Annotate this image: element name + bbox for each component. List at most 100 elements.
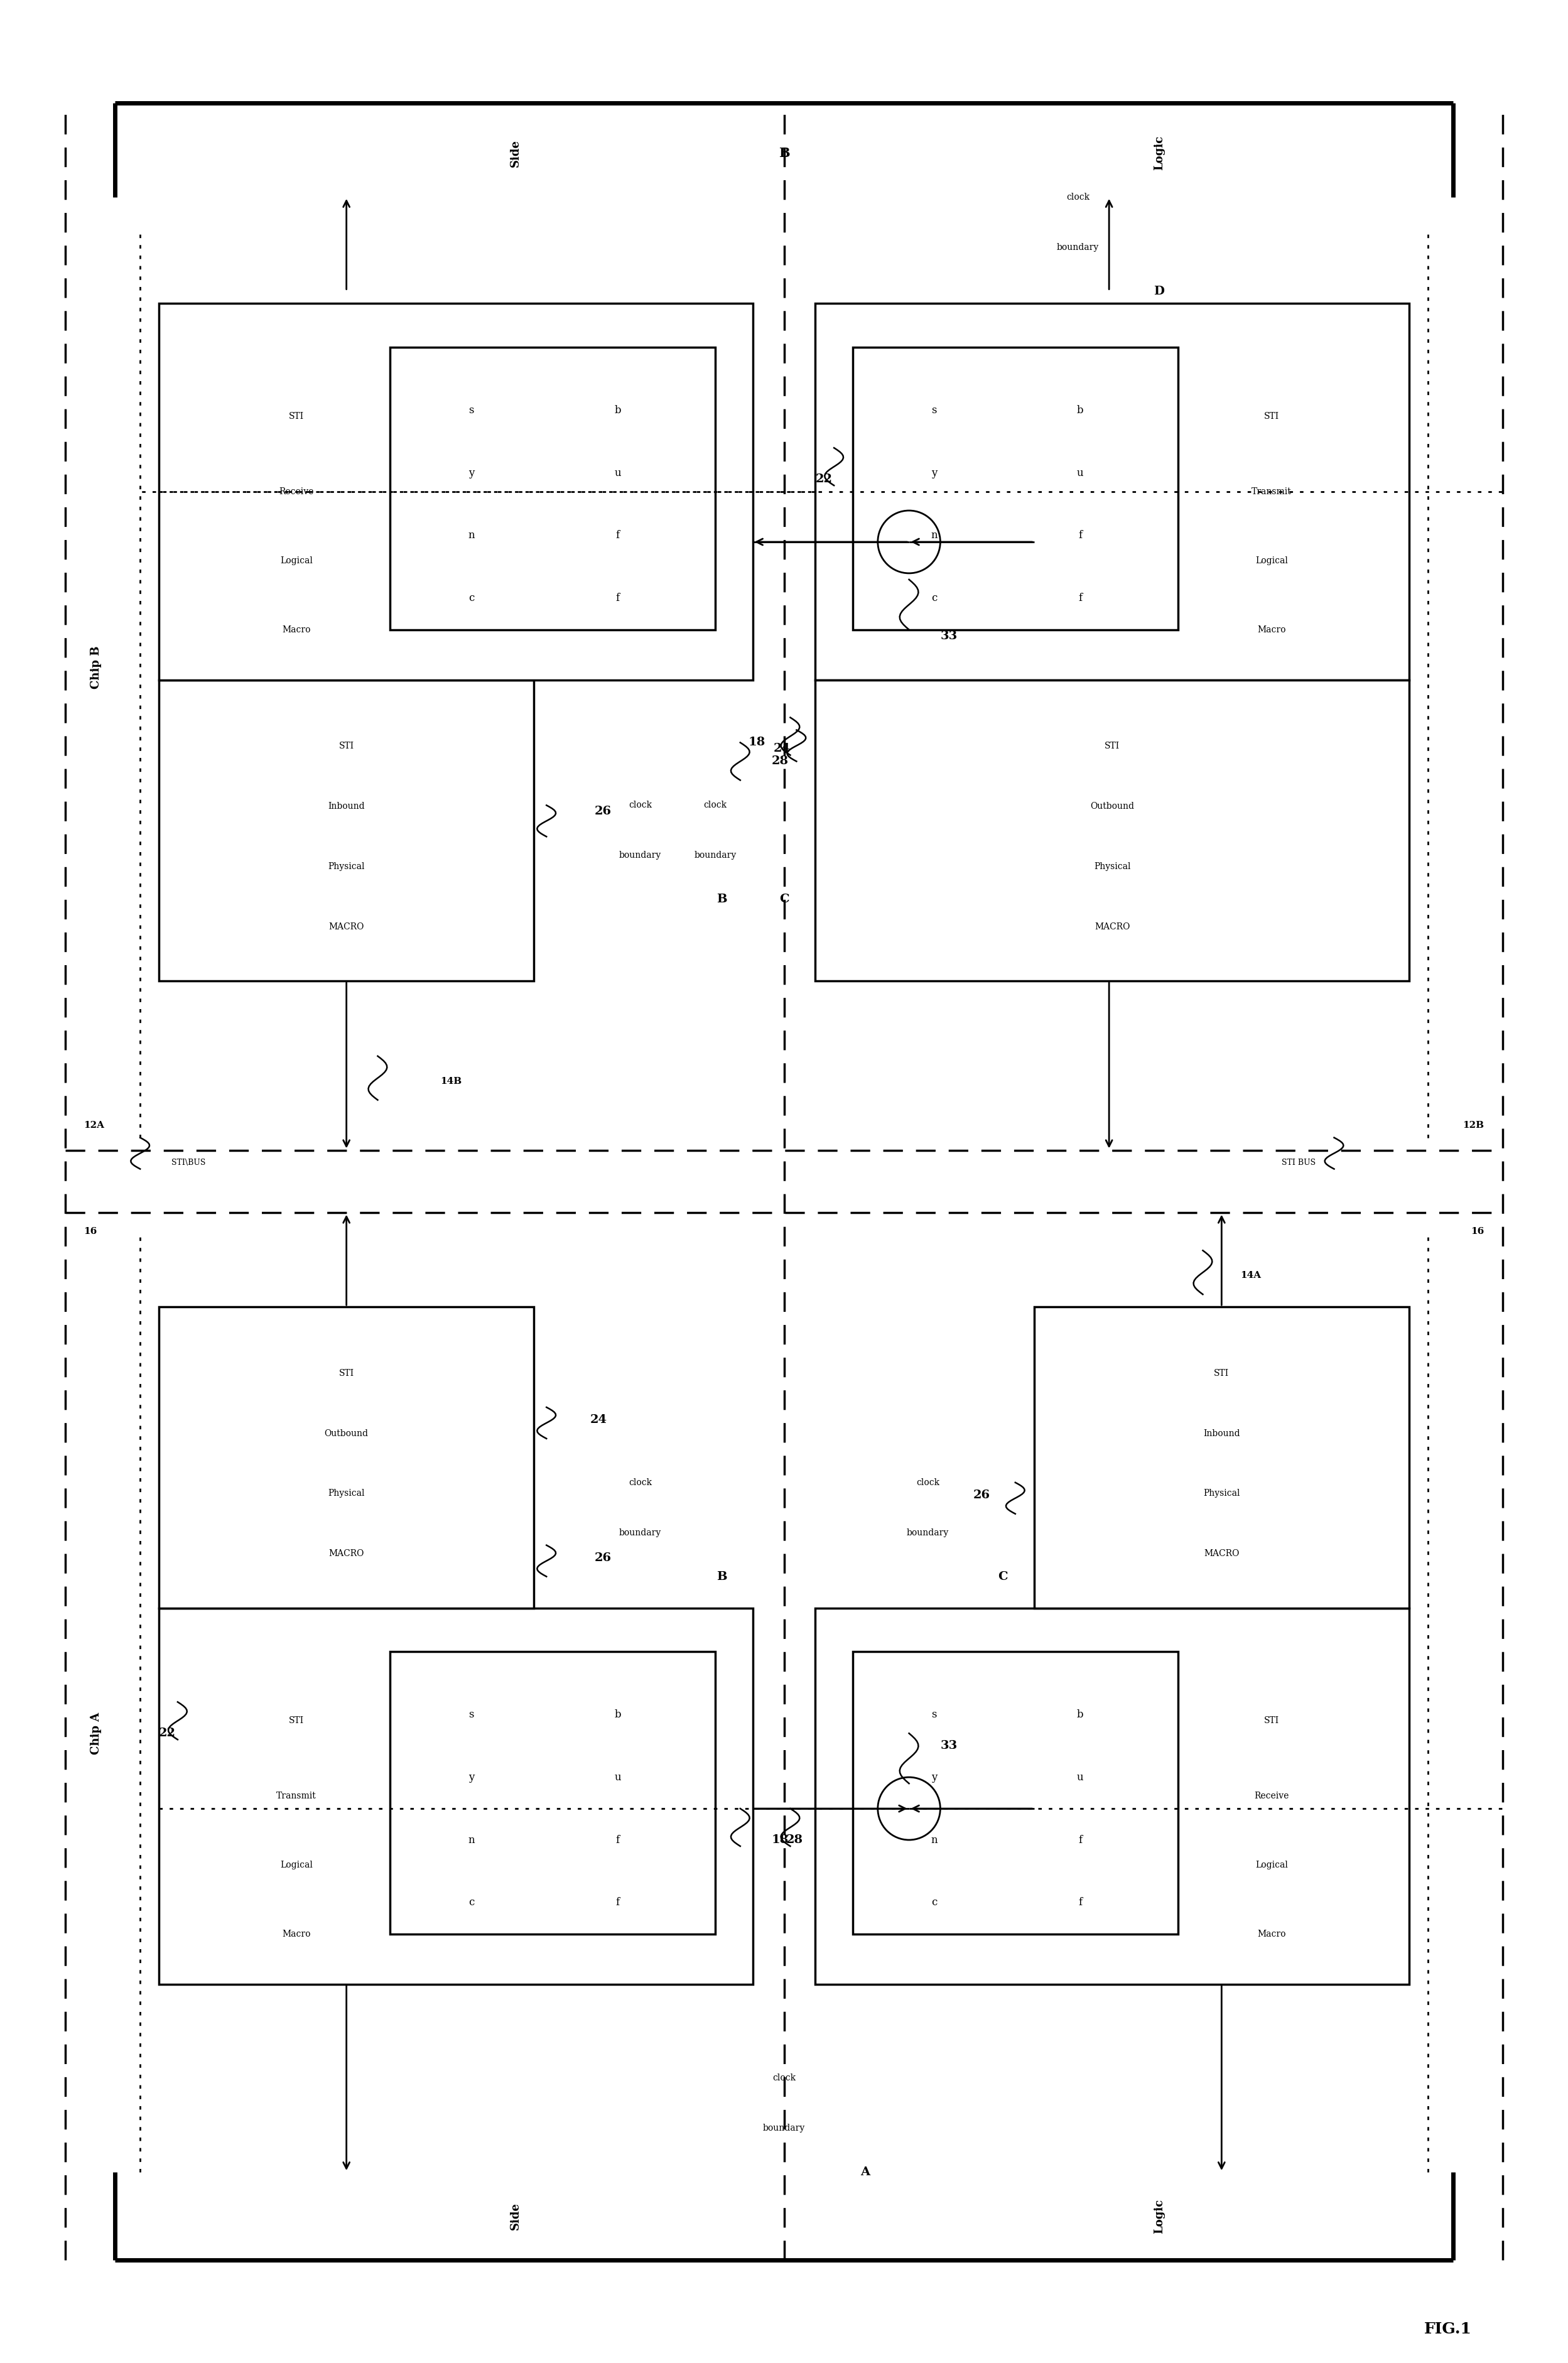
Text: boundary: boundary [906, 1529, 949, 1536]
Text: Logic: Logic [1154, 2200, 1165, 2233]
Text: Outbound: Outbound [325, 1430, 368, 1437]
Text: Transmit: Transmit [1251, 487, 1292, 496]
Text: Logic: Logic [1154, 135, 1165, 170]
Text: Macro: Macro [1258, 626, 1286, 633]
Text: STI BUS: STI BUS [1281, 1158, 1316, 1167]
Text: clock: clock [704, 801, 728, 811]
Text: Chip B: Chip B [91, 645, 102, 688]
Bar [158, 681, 535, 981]
Text: clock: clock [916, 1479, 939, 1486]
Text: c: c [469, 593, 475, 603]
Text: STI: STI [1264, 1716, 1279, 1725]
Text: f: f [1079, 1834, 1082, 1846]
Text: boundary: boundary [1057, 243, 1099, 250]
Text: b: b [1077, 404, 1083, 416]
Text: f: f [616, 1897, 619, 1907]
Text: Physical: Physical [1094, 862, 1131, 872]
Text: 28: 28 [786, 1834, 803, 1846]
Text: STI: STI [289, 1716, 304, 1725]
Text: Logical: Logical [1256, 555, 1287, 565]
Text: boundary: boundary [619, 1529, 662, 1536]
Text: b: b [615, 404, 621, 416]
Text: clock: clock [629, 1479, 652, 1486]
Text: s: s [469, 404, 474, 416]
Text: u: u [1077, 1772, 1083, 1782]
Text: 12B: 12B [1463, 1120, 1485, 1130]
Text: B: B [717, 893, 726, 905]
Text: STI: STI [1264, 411, 1279, 421]
Bar [390, 1652, 715, 1933]
Text: 14A: 14A [1240, 1271, 1261, 1281]
Text: 33: 33 [941, 1739, 958, 1751]
Text: b: b [1077, 1708, 1083, 1720]
Text: STI: STI [1214, 1368, 1229, 1378]
Text: c: c [469, 1897, 475, 1907]
Text: A: A [861, 2167, 870, 2179]
Text: boundary: boundary [619, 851, 662, 860]
Text: FIG.1: FIG.1 [1424, 2320, 1472, 2337]
Text: f: f [1079, 529, 1082, 541]
Text: 16: 16 [83, 1226, 97, 1236]
Text: MACRO: MACRO [329, 922, 364, 931]
Bar [853, 347, 1178, 629]
Bar [158, 1607, 753, 1985]
Text: MACRO: MACRO [329, 1550, 364, 1557]
Text: 14B: 14B [441, 1078, 461, 1085]
Text: B: B [717, 1571, 726, 1583]
Text: b: b [615, 1708, 621, 1720]
Text: s: s [469, 1708, 474, 1720]
Text: Macro: Macro [1258, 1931, 1286, 1938]
Text: 26: 26 [974, 1489, 991, 1501]
Bar [815, 1607, 1410, 1985]
Text: f: f [1079, 593, 1082, 603]
Bar [815, 302, 1410, 681]
Text: y: y [931, 468, 938, 477]
Text: n: n [931, 529, 938, 541]
Text: s: s [931, 404, 936, 416]
Text: y: y [931, 1772, 938, 1782]
Text: 22: 22 [815, 473, 833, 484]
Text: Macro: Macro [282, 1931, 310, 1938]
Text: B: B [778, 147, 790, 158]
Text: 28: 28 [771, 756, 789, 768]
Text: Outbound: Outbound [1090, 801, 1134, 811]
Text: clock: clock [1066, 194, 1090, 201]
Text: 26: 26 [594, 806, 612, 818]
Text: Macro: Macro [282, 626, 310, 633]
Text: f: f [1079, 1897, 1082, 1907]
Text: c: c [931, 593, 938, 603]
Text: Physical: Physical [328, 1489, 365, 1498]
Text: 18: 18 [771, 1834, 789, 1846]
Text: Receive: Receive [1254, 1791, 1289, 1801]
Text: n: n [469, 529, 475, 541]
Text: Transmit: Transmit [276, 1791, 317, 1801]
Text: y: y [469, 468, 475, 477]
Text: Logical: Logical [281, 1860, 312, 1869]
Text: s: s [931, 1708, 936, 1720]
Text: clock: clock [629, 801, 652, 811]
Text: u: u [1077, 468, 1083, 477]
Text: STI: STI [1104, 742, 1120, 751]
Text: C: C [779, 893, 789, 905]
Text: boundary: boundary [764, 2124, 804, 2134]
Text: Chip A: Chip A [91, 1713, 102, 1753]
Text: Side: Side [510, 139, 521, 168]
Text: STI\BUS: STI\BUS [171, 1158, 205, 1167]
Bar [158, 302, 753, 681]
Text: Receive: Receive [279, 487, 314, 496]
Text: C: C [997, 1571, 1008, 1583]
Bar [815, 681, 1410, 981]
Text: n: n [931, 1834, 938, 1846]
Text: 12A: 12A [83, 1120, 105, 1130]
Text: 22: 22 [158, 1727, 176, 1739]
Text: 26: 26 [594, 1552, 612, 1564]
Text: boundary: boundary [695, 851, 737, 860]
Text: Physical: Physical [1203, 1489, 1240, 1498]
Text: 33: 33 [941, 631, 958, 643]
Text: f: f [616, 593, 619, 603]
Text: Logical: Logical [1256, 1860, 1287, 1869]
Text: 18: 18 [748, 737, 765, 749]
Text: 24: 24 [590, 1413, 607, 1425]
Text: 24: 24 [773, 744, 790, 754]
Text: 16: 16 [1471, 1226, 1485, 1236]
